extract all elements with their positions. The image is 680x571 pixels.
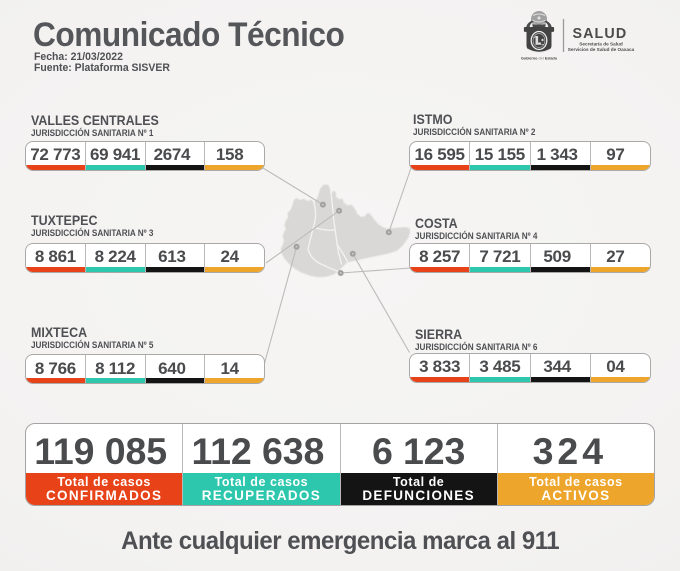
svg-text:SALUD: SALUD: [573, 26, 628, 42]
svg-text:Gobierno del Estado: Gobierno del Estado: [521, 56, 558, 60]
svg-text:Secretaría de Salud: Secretaría de Salud: [579, 41, 623, 46]
svg-text:Servicios de Salud de Oaxaca: Servicios de Salud de Oaxaca: [568, 47, 635, 52]
